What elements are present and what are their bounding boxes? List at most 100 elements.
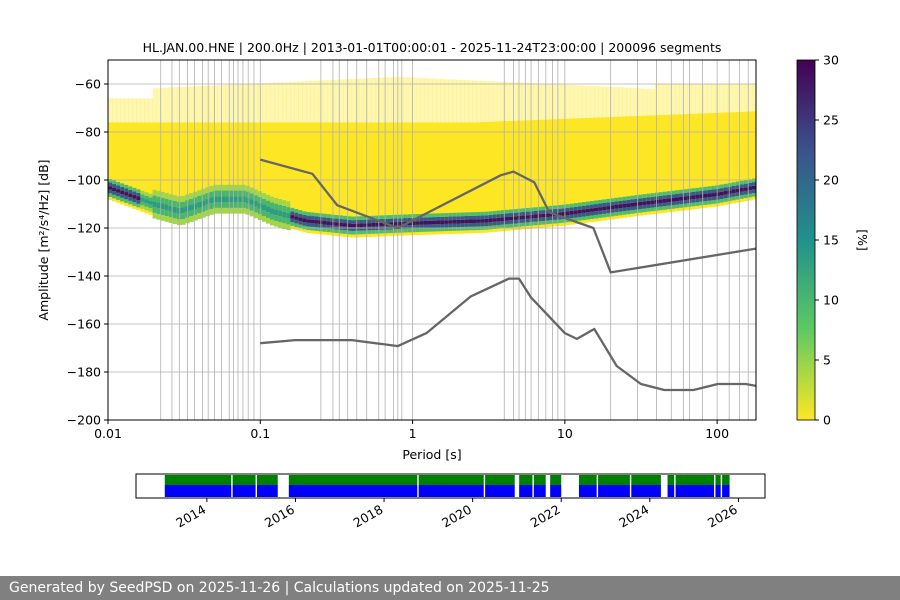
psd-cell-low [513,120,518,231]
psd-cell-dense [654,199,660,204]
psd-cell-dense [294,212,299,217]
psd-cell-low [209,122,214,213]
psd-cell-sparse [658,84,664,116]
psd-cell-dense [108,178,113,183]
psd-cell-dense [148,193,154,198]
psd-cell-low [326,122,332,236]
psd-cell-dense [634,198,640,203]
psd-cell-dense [124,199,129,203]
psd-cell-dense [480,222,486,227]
psd-cell-dense [751,185,756,190]
psd-cell-dense [654,192,660,197]
psd-cell-sparse [747,84,753,112]
psd-cell-sparse [403,77,409,123]
psd-cell-dense [407,217,413,222]
psd-cell-low [699,113,704,209]
psd-cell-dense [642,201,648,205]
psd-cell-sparse [464,80,470,123]
timeline-gap [231,475,233,497]
psd-cell-dense [727,186,733,191]
psd-cell-low [436,122,441,235]
psd-cell-dense [549,209,555,214]
psd-cell-dense [675,201,680,205]
psd-cell-sparse [703,84,708,114]
psd-cell-dense [683,189,688,193]
psd-cell-low [598,117,603,221]
psd-cell-dense [338,222,344,227]
psd-cell-low [735,111,741,203]
psd-cell-dense [715,199,721,204]
psd-cell-dense [618,208,623,212]
psd-cell-dense [415,217,421,222]
psd-cell-dense [638,209,644,213]
psd-cell-dense [561,204,567,209]
psd-cell-sparse [241,84,247,123]
psd-cell-low [573,118,579,225]
psd-cell-dense [415,214,421,218]
psd-cell-dense [306,219,312,223]
psd-cell-dense [711,196,717,201]
psd-cell-dense [274,197,279,204]
psd-cell-dense [193,214,198,221]
psd-cell-sparse [363,78,368,123]
psd-cell-dense [606,209,611,214]
psd-cell-dense [496,224,502,229]
psd-cell-dense [302,222,308,226]
psd-cell-dense [148,204,154,209]
psd-cell-dense [225,196,231,203]
psd-cell-dense [322,213,328,218]
psd-cell-dense [108,193,113,197]
psd-cell-dense [529,222,534,226]
psd-cell-dense [735,185,741,189]
psd-cell-dense [484,222,490,227]
psd-cell-dense [290,222,295,226]
psd-cell-dense [298,224,303,229]
psd-cell-dense [735,195,741,200]
psd-cell-dense [379,229,384,234]
psd-cell-low [521,120,526,230]
psd-cell-dense [383,229,389,234]
psd-cell-dense [249,187,255,194]
psd-cell-dense [679,189,684,194]
psd-cell-sparse [120,98,125,123]
psd-cell-sparse [545,83,551,120]
psd-cell-dense [432,217,437,221]
psd-cell-low [541,119,546,228]
y-tick-label: −80 [75,125,101,140]
psd-cell-sparse [432,78,437,123]
psd-cell-dense [423,224,429,229]
psd-cell-dense [217,207,222,214]
psd-cell-dense [508,213,514,217]
psd-cell-low [205,122,210,214]
psd-cell-dense [468,226,474,231]
psd-cell-dense [606,206,611,210]
psd-cell-dense [132,202,137,206]
psd-cell-dense [432,227,437,232]
psd-cell-sparse [136,98,141,123]
psd-cell-dense [363,216,368,220]
psd-cell-dense [415,228,421,233]
psd-cell-dense [140,194,146,199]
psd-cell-dense [144,206,150,211]
psd-cell-dense [270,219,275,226]
psd-cell-dense [448,223,453,228]
psd-cell-dense [589,204,595,209]
psd-cell-dense [286,212,291,219]
psd-cell-dense [225,202,231,208]
psd-cell-low [136,122,141,211]
psd-cell-sparse [500,81,506,122]
timeline-coverage-upper [519,475,546,485]
psd-cell-dense [589,201,595,205]
psd-cell-dense [351,216,356,221]
psd-cell-dense [488,225,494,230]
psd-cell-dense [618,211,623,216]
psd-cell-dense [614,201,619,206]
psd-cell-dense [164,210,170,217]
psd-cell-dense [403,225,409,229]
psd-cell-dense [152,195,158,202]
psd-cell-sparse [265,82,271,123]
psd-cell-dense [557,208,563,213]
psd-cell-dense [602,206,607,211]
psd-cell-dense [407,214,413,218]
psd-cell-dense [642,197,648,202]
